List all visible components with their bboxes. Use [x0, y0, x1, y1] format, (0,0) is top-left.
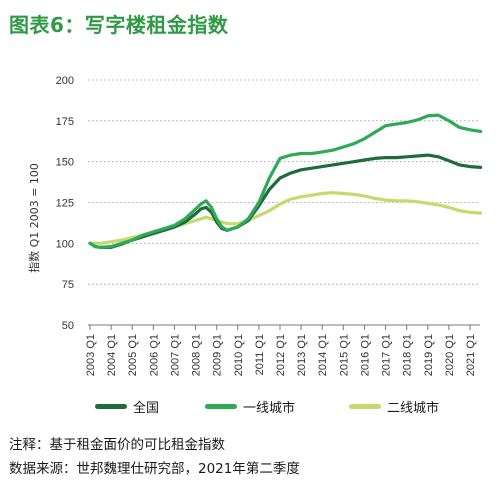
footnote-note: 注释：基于租金面价的可比租金指数: [9, 437, 225, 453]
x-tick-label-10: 2013 Q1: [296, 334, 308, 376]
x-tick-label-1: 2004 Q1: [106, 334, 118, 376]
legend-swatch-national: [95, 404, 127, 409]
footnote-source: 数据来源：世邦魏理仕研究部，2021年第二季度: [9, 461, 300, 477]
y-tick-label-175: 175: [56, 116, 74, 128]
legend-swatch-tier2: [349, 404, 381, 409]
y-tick-label-75: 75: [62, 279, 74, 291]
legend-item-national: 全国: [95, 397, 159, 416]
x-tick-label-2: 2005 Q1: [127, 334, 139, 376]
series-line-tier1: [88, 113, 483, 249]
x-tick-label-11: 2014 Q1: [317, 334, 329, 376]
y-tick-label-200: 200: [56, 75, 74, 87]
x-axis-ticks: 2003 Q1 2004 Q1 2005 Q1 2006 Q1 2007 Q1 2008 …: [85, 325, 477, 376]
legend-swatch-tier1: [205, 404, 237, 409]
x-tick-label-5: 2008 Q1: [191, 334, 203, 376]
y-tick-label-150: 150: [56, 157, 74, 169]
x-tick-label-12: 2015 Q1: [338, 334, 350, 376]
x-tick-label-0: 2003 Q1: [85, 334, 97, 376]
x-tick-label-13: 2016 Q1: [359, 334, 371, 376]
y-axis-label: 指数 Q1 2003 = 100: [27, 163, 41, 273]
x-tick-label-4: 2007 Q1: [169, 334, 181, 376]
y-tick-label-100: 100: [56, 238, 74, 250]
x-tick-label-17: 2020 Q1: [444, 334, 456, 376]
x-tick-label-3: 2006 Q1: [148, 334, 160, 376]
x-tick-label-6: 2009 Q1: [212, 334, 224, 376]
x-tick-label-8: 2011 Q1: [254, 334, 266, 375]
y-tick-label-50: 50: [62, 320, 74, 332]
legend-item-tier2: 二线城市: [349, 397, 439, 416]
y-axis-ticks: 50 75 100 125 150 175 200: [56, 75, 74, 332]
rent-index-chart: 50 75 100 125 150 175 200 2003 Q1 2004 Q1 2005 Q…: [27, 75, 483, 376]
legend-label-tier2: 二线城市: [387, 401, 440, 416]
grid-lines: [88, 79, 480, 285]
legend-item-tier1: 一线城市: [205, 397, 295, 416]
x-tick-label-14: 2017 Q1: [381, 334, 393, 376]
x-tick-label-15: 2018 Q1: [402, 334, 414, 376]
series-lines: [88, 113, 483, 249]
x-tick-label-7: 2010 Q1: [233, 334, 245, 376]
y-tick-label-125: 125: [56, 198, 74, 210]
x-tick-label-16: 2019 Q1: [423, 334, 435, 376]
legend-label-tier1: 一线城市: [243, 401, 296, 416]
x-tick-label-9: 2012 Q1: [275, 334, 287, 376]
legend-label-national: 全国: [133, 401, 160, 416]
x-tick-label-18: 2021 Q1: [465, 334, 477, 376]
page-title: 图表6：写字楼租金指数: [9, 13, 229, 37]
legend: 全国 一线城市 二线城市: [95, 397, 495, 419]
